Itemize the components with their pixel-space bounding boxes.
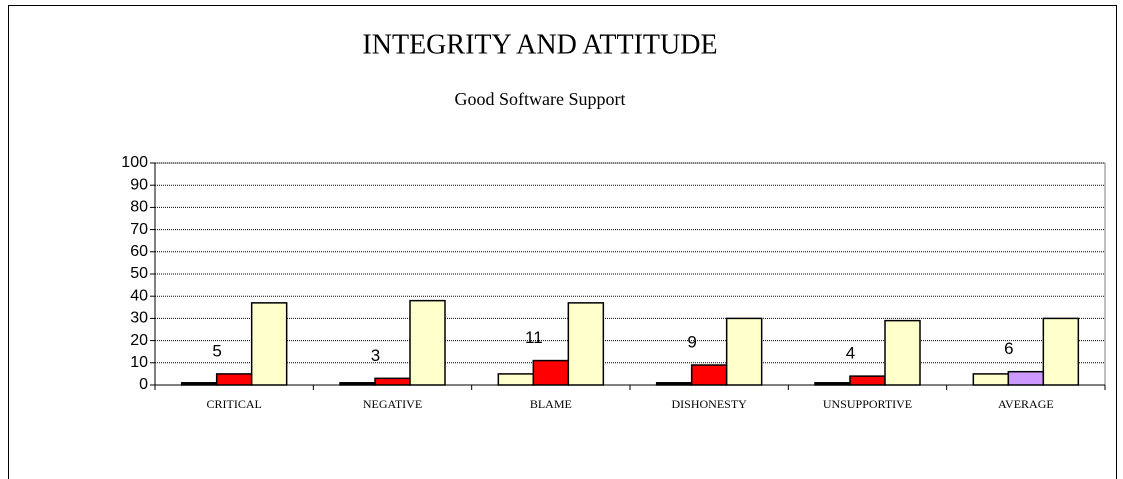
- bar: [725, 317, 763, 386]
- x-tick-label: BLAME: [530, 397, 572, 411]
- bar: [972, 373, 1010, 386]
- chart-frame: [8, 5, 1117, 479]
- y-tick-label: 30: [130, 310, 148, 327]
- data-label: 9: [687, 333, 696, 352]
- data-label: 3: [371, 346, 380, 365]
- bar: [690, 364, 728, 386]
- x-tick-label: DISHONESTY: [671, 397, 747, 411]
- bar: [849, 375, 886, 386]
- data-label: 6: [1004, 339, 1013, 358]
- x-tick-label: AVERAGE: [998, 397, 1054, 411]
- bar: [1007, 370, 1045, 386]
- data-label: 5: [212, 341, 221, 360]
- x-tick-label: UNSUPPORTIVE: [823, 397, 912, 411]
- bar: [884, 319, 921, 386]
- y-tick-label: 70: [130, 221, 148, 238]
- y-tick-label: 40: [130, 287, 148, 304]
- y-tick-label: 100: [121, 154, 148, 171]
- chart-subtitle: Good Software Support: [455, 89, 626, 109]
- bar: [409, 299, 446, 386]
- bar: [497, 373, 535, 386]
- chart-title: INTEGRITY AND ATTITUDE: [362, 29, 717, 60]
- y-tick-label: 60: [130, 243, 148, 260]
- data-label: 4: [846, 344, 855, 363]
- y-tick-label: 50: [130, 265, 148, 282]
- bar: [215, 373, 253, 386]
- x-tick-label: NEGATIVE: [363, 397, 422, 411]
- data-label: 11: [525, 328, 543, 347]
- bar: [567, 302, 605, 386]
- y-tick-label: 80: [130, 199, 148, 216]
- y-tick-label: 0: [139, 376, 148, 393]
- bar: [374, 377, 411, 386]
- x-tick-label: CRITICAL: [206, 397, 261, 411]
- y-tick-label: 90: [130, 176, 148, 193]
- y-tick-label: 20: [130, 332, 148, 349]
- bar: [1042, 317, 1080, 386]
- bar: [532, 359, 570, 386]
- bar: [250, 302, 288, 386]
- y-tick-label: 10: [130, 354, 148, 371]
